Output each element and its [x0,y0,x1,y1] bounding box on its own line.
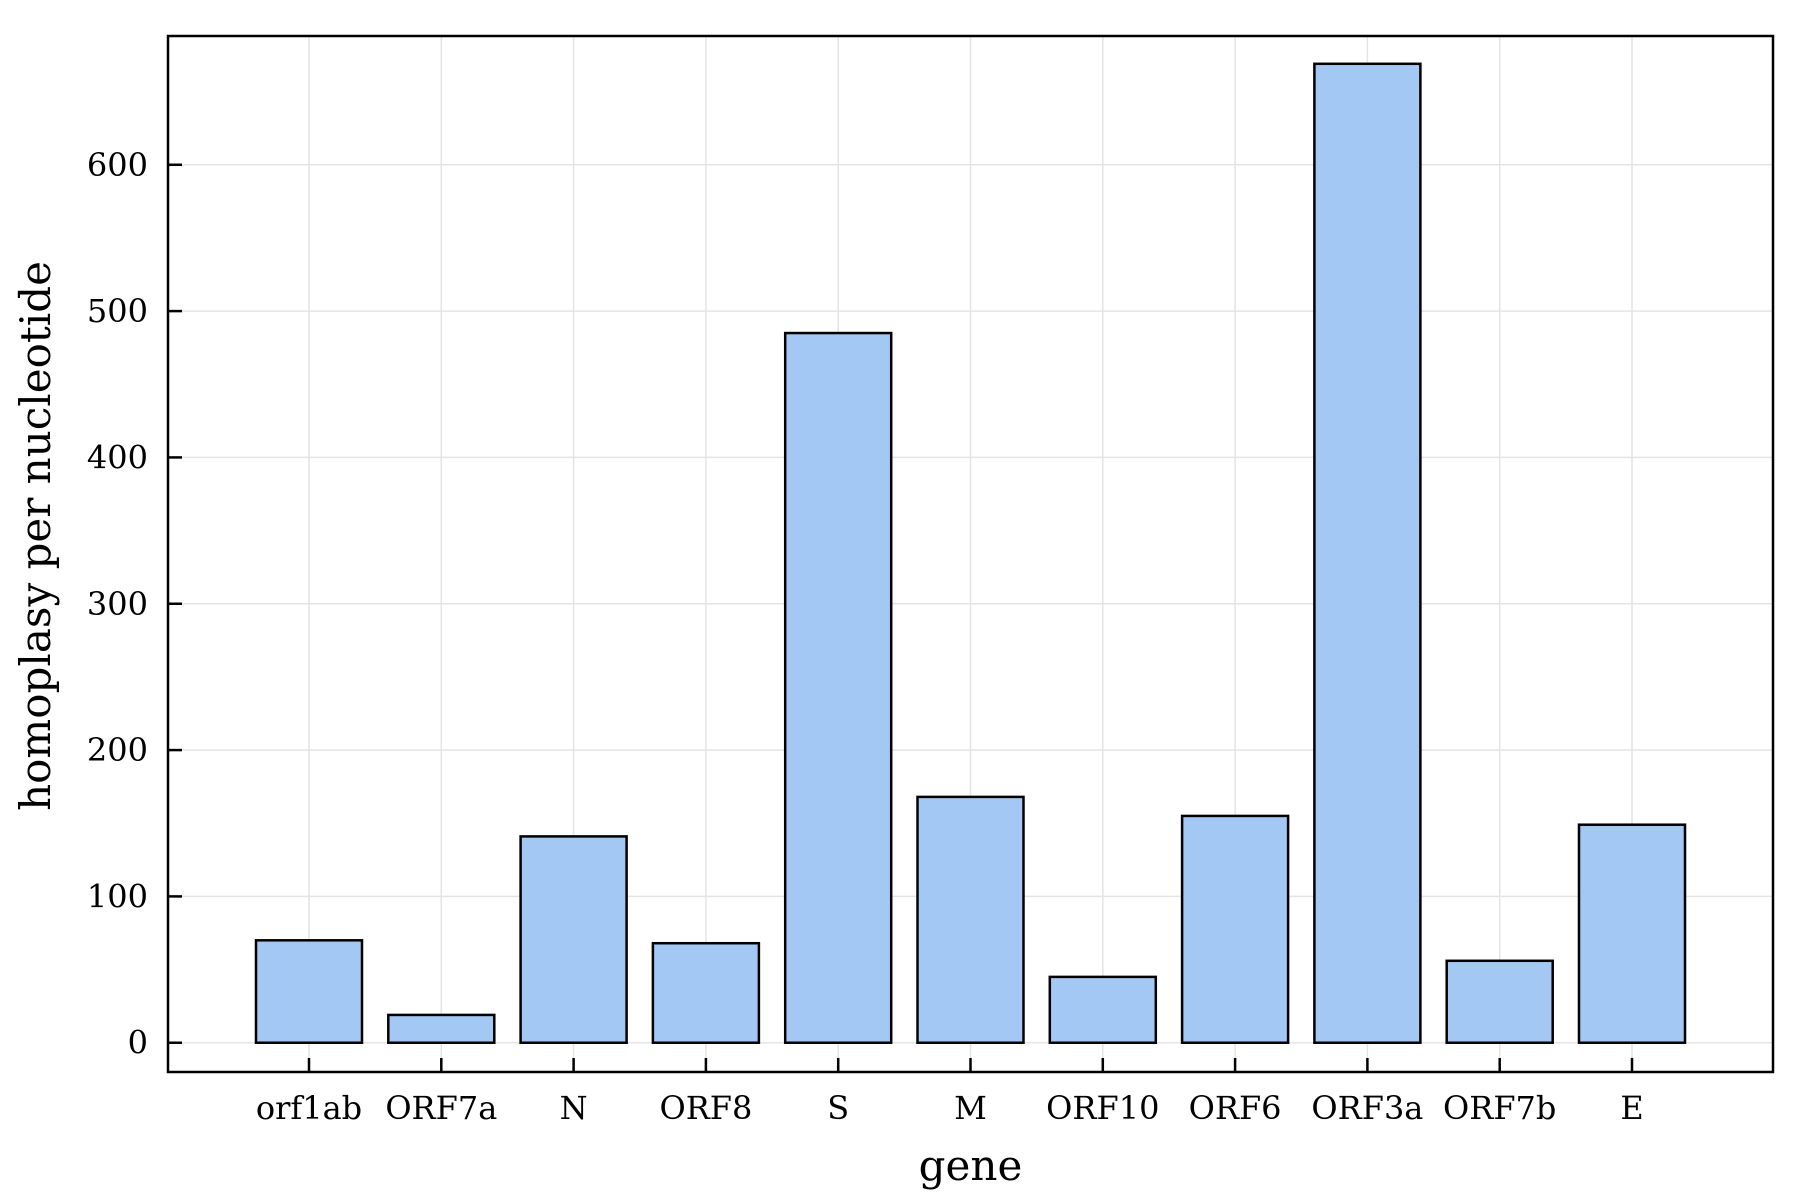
bar-n [519,835,628,1044]
y-tick-label: 400 [87,438,148,476]
x-tick-label: ORF7a [385,1089,497,1127]
bars [254,62,1687,1044]
y-axis: 0 100 200 300 400 500 600 [87,146,182,1062]
bar-orf7a [387,1013,496,1044]
x-tick-label: N [560,1089,588,1127]
y-tick-label: 0 [128,1024,148,1062]
x-tick-label: ORF10 [1046,1089,1159,1127]
bar-orf6 [1180,814,1290,1044]
y-tick-label: 300 [87,585,148,623]
bar-s [783,331,893,1044]
x-axis: orf1ab ORF7a N ORF8 S M ORF10 ORF6 ORF3a ORF7b E [256,1058,1644,1127]
x-tick-label: ORF7b [1443,1089,1556,1127]
x-tick-label: ORF3a [1311,1089,1423,1127]
x-tick-label: ORF8 [659,1089,752,1127]
grid-lines [168,36,1773,1072]
x-tick-label: E [1620,1089,1643,1127]
y-tick-label: 200 [87,731,148,769]
x-tick-label: ORF6 [1189,1089,1282,1127]
y-tick-label: 500 [87,292,148,330]
bar-orf1ab [254,939,364,1044]
bar-orf10 [1048,975,1158,1044]
x-axis-title: gene [919,1141,1023,1190]
bar-e [1577,823,1687,1044]
bar-orf8 [651,941,761,1044]
x-tick-label: S [827,1089,849,1127]
y-axis-title: homoplasy per nucleotide [11,261,60,811]
y-tick-label: 600 [87,146,148,184]
bar-orf3a [1313,62,1422,1044]
y-tick-label: 100 [87,877,148,915]
bar-m [916,795,1025,1044]
x-tick-label: orf1ab [256,1089,362,1127]
bar-orf7b [1445,959,1554,1044]
x-tick-label: M [954,1089,987,1127]
